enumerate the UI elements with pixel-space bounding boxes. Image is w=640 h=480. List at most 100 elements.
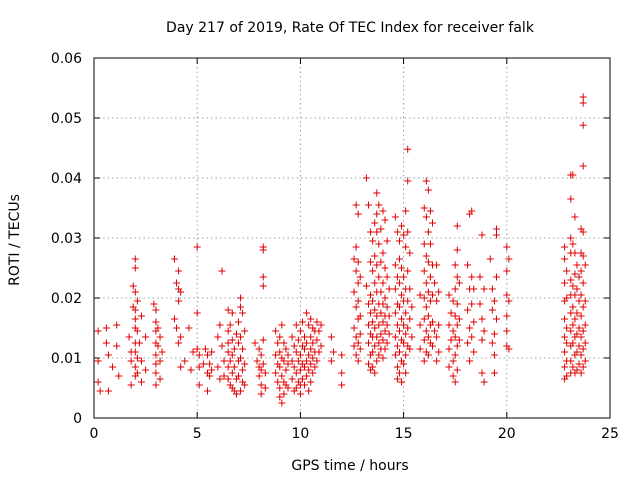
data-point bbox=[301, 345, 309, 353]
data-point bbox=[369, 297, 377, 305]
data-point bbox=[422, 327, 430, 335]
data-point bbox=[206, 360, 214, 368]
data-point bbox=[383, 303, 391, 311]
data-point bbox=[488, 306, 496, 314]
data-point bbox=[393, 375, 401, 383]
data-point bbox=[185, 324, 193, 332]
data-point bbox=[563, 267, 571, 275]
data-point bbox=[313, 336, 321, 344]
data-point bbox=[422, 213, 430, 221]
data-point bbox=[377, 288, 385, 296]
data-point bbox=[571, 315, 579, 323]
data-point bbox=[175, 339, 183, 347]
data-point bbox=[282, 345, 290, 353]
data-point bbox=[257, 366, 265, 374]
data-point bbox=[276, 384, 284, 392]
data-point bbox=[488, 339, 496, 347]
data-point bbox=[445, 321, 453, 329]
data-point bbox=[189, 348, 197, 356]
data-point bbox=[424, 288, 432, 296]
data-point bbox=[383, 339, 391, 347]
data-point bbox=[350, 288, 358, 296]
data-point bbox=[455, 336, 463, 344]
data-point bbox=[230, 363, 238, 371]
data-point bbox=[398, 264, 406, 272]
data-point bbox=[490, 330, 498, 338]
data-point bbox=[573, 330, 581, 338]
data-point bbox=[369, 267, 377, 275]
data-point bbox=[468, 300, 476, 308]
data-point bbox=[581, 357, 589, 365]
data-point bbox=[563, 324, 571, 332]
data-point bbox=[224, 348, 232, 356]
data-point bbox=[292, 369, 300, 377]
data-point bbox=[241, 381, 249, 389]
data-point bbox=[257, 381, 265, 389]
data-point bbox=[447, 309, 455, 317]
data-point bbox=[261, 369, 269, 377]
data-point bbox=[561, 333, 569, 341]
data-point bbox=[282, 366, 290, 374]
data-point bbox=[490, 297, 498, 305]
data-point bbox=[416, 321, 424, 329]
data-point bbox=[486, 255, 494, 263]
data-point bbox=[449, 327, 457, 335]
data-point bbox=[581, 261, 589, 269]
data-point bbox=[311, 363, 319, 371]
data-point bbox=[276, 348, 284, 356]
data-point bbox=[175, 267, 183, 275]
data-point bbox=[579, 93, 587, 101]
data-point bbox=[478, 231, 486, 239]
data-point bbox=[375, 201, 383, 209]
data-point bbox=[142, 333, 150, 341]
data-point bbox=[113, 342, 121, 350]
data-point bbox=[305, 387, 313, 395]
data-point bbox=[237, 387, 245, 395]
data-point bbox=[391, 285, 399, 293]
data-point bbox=[261, 384, 269, 392]
data-point bbox=[365, 321, 373, 329]
data-point bbox=[577, 369, 585, 377]
data-point bbox=[385, 330, 393, 338]
data-point bbox=[276, 333, 284, 341]
data-point bbox=[451, 285, 459, 293]
data-point bbox=[226, 357, 234, 365]
data-point bbox=[573, 261, 581, 269]
data-point bbox=[445, 363, 453, 371]
data-point bbox=[307, 333, 315, 341]
data-point bbox=[102, 339, 110, 347]
data-point bbox=[492, 315, 500, 323]
data-point bbox=[259, 273, 267, 281]
data-point bbox=[137, 312, 145, 320]
data-point bbox=[296, 351, 304, 359]
data-point bbox=[431, 279, 439, 287]
data-point bbox=[571, 213, 579, 221]
data-point bbox=[579, 363, 587, 371]
data-point bbox=[400, 321, 408, 329]
data-point bbox=[280, 357, 288, 365]
data-point bbox=[569, 339, 577, 347]
data-point bbox=[581, 321, 589, 329]
data-point bbox=[137, 378, 145, 386]
data-point bbox=[234, 372, 242, 380]
data-point bbox=[569, 282, 577, 290]
data-point bbox=[218, 267, 226, 275]
data-point bbox=[379, 249, 387, 257]
data-point bbox=[94, 357, 102, 365]
data-point bbox=[381, 264, 389, 272]
x-axis-label: GPS time / hours bbox=[291, 458, 408, 474]
data-point bbox=[476, 273, 484, 281]
data-point bbox=[561, 363, 569, 371]
data-point bbox=[313, 357, 321, 365]
data-point bbox=[156, 357, 164, 365]
data-point bbox=[237, 303, 245, 311]
data-point bbox=[488, 285, 496, 293]
data-point bbox=[208, 366, 216, 374]
data-point bbox=[354, 258, 362, 266]
data-point bbox=[329, 348, 337, 356]
data-point bbox=[152, 369, 160, 377]
data-point bbox=[230, 345, 238, 353]
data-point bbox=[377, 258, 385, 266]
data-point bbox=[218, 342, 226, 350]
data-point bbox=[398, 222, 406, 230]
